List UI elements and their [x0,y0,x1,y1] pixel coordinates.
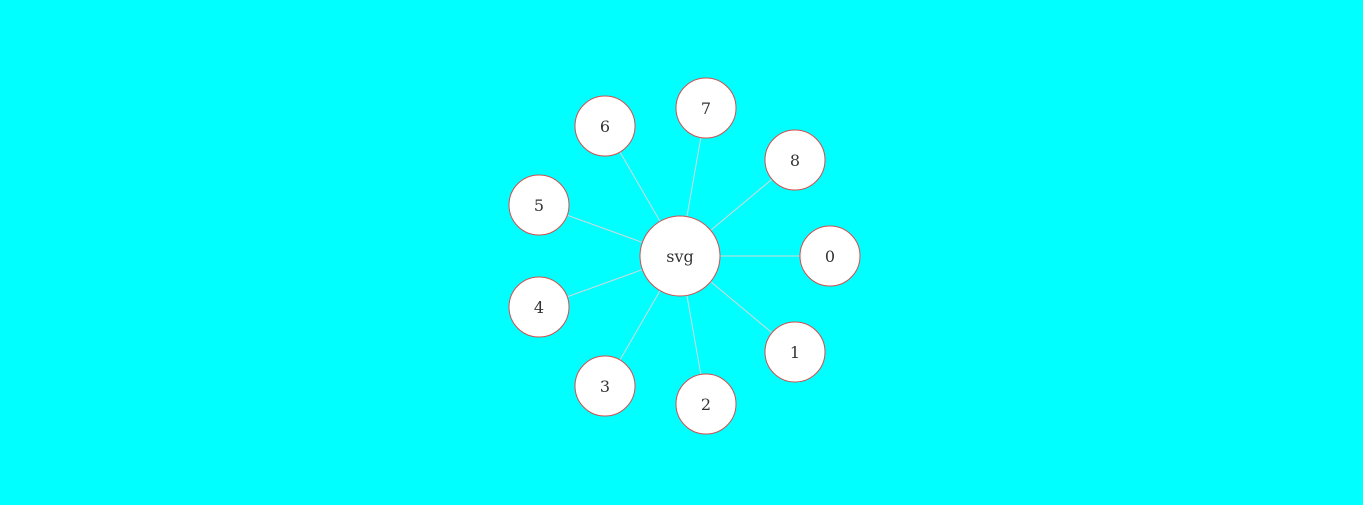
leaf-node-2[interactable]: 2 [675,373,737,435]
leaf-node-7[interactable]: 7 [675,77,737,139]
node-label: 7 [701,99,711,118]
node-label: 1 [790,343,800,362]
leaf-node-3[interactable]: 3 [574,355,636,417]
node-circle [799,225,861,287]
node-circle [508,174,570,236]
leaf-node-4[interactable]: 4 [508,276,570,338]
node-label: 6 [600,117,610,136]
node-circle [508,276,570,338]
node-circle [764,129,826,191]
leaf-node-0[interactable]: 0 [799,225,861,287]
node-circle [764,321,826,383]
node-label: 3 [600,377,610,396]
node-label: 4 [534,298,544,317]
leaf-node-5[interactable]: 5 [508,174,570,236]
node-circle [639,215,721,297]
leaf-node-6[interactable]: 6 [574,95,636,157]
leaf-node-8[interactable]: 8 [764,129,826,191]
node-circle [675,77,737,139]
node-label: 5 [534,196,544,215]
node-circle [675,373,737,435]
node-label: 8 [790,151,800,170]
node-label: svg [666,247,694,266]
node-layer: svg 0 1 2 3 4 5 6 7 8 [508,77,861,435]
node-circle [574,95,636,157]
node-label: 2 [701,395,711,414]
leaf-node-1[interactable]: 1 [764,321,826,383]
node-circle [574,355,636,417]
center-node-svg[interactable]: svg [639,215,721,297]
node-label: 0 [825,247,835,266]
